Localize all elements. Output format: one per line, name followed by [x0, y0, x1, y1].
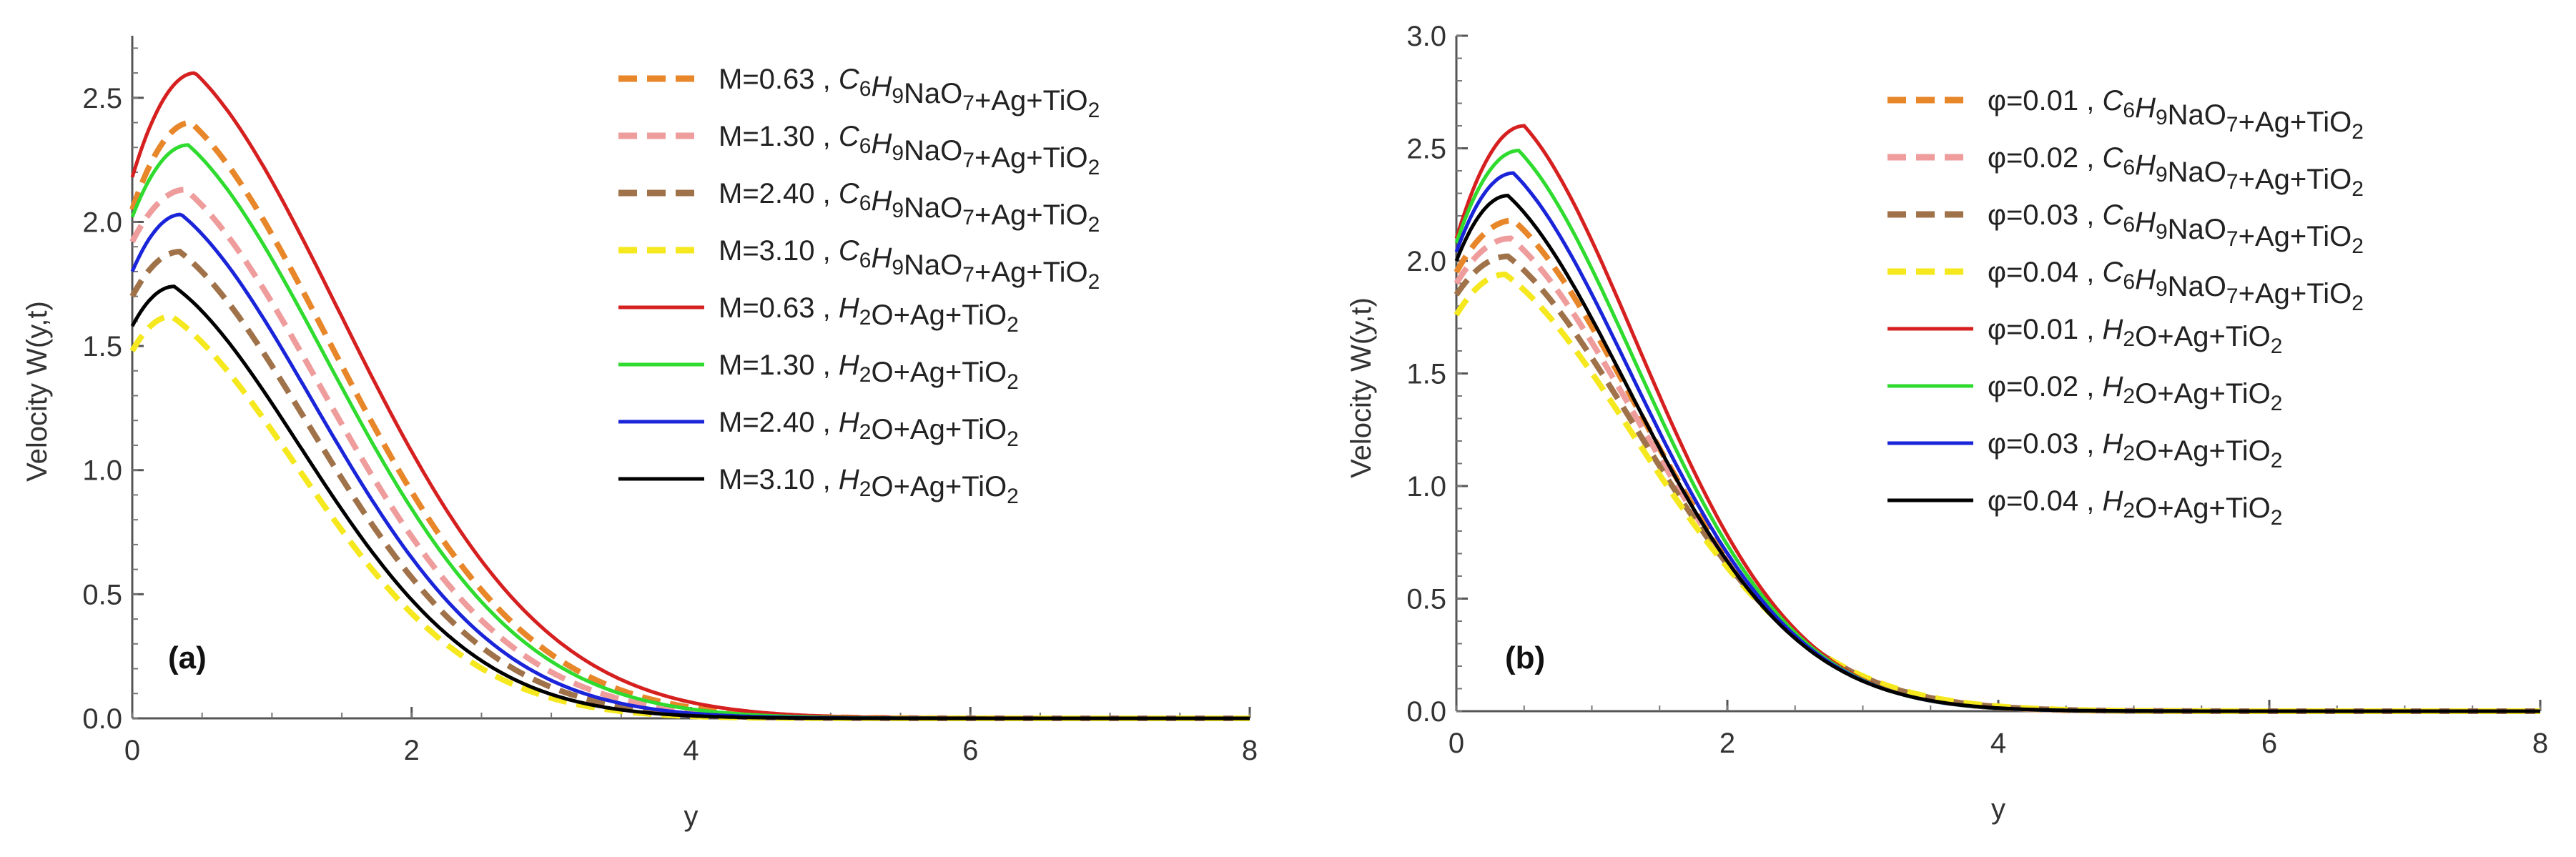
legend-entry: φ=0.01 , C6H9NaO7+Ag+TiO2 — [1988, 85, 2364, 144]
legend-entry: M=0.63 , H2O+Ag+TiO2 — [719, 292, 1019, 337]
legend-entry: φ=0.02 , C6H9NaO7+Ag+TiO2 — [1988, 142, 2364, 201]
y-tick-label: 0.0 — [82, 703, 122, 735]
x-tick-label: 0 — [1449, 728, 1464, 759]
series-line-8 — [1454, 194, 2540, 713]
y-tick-label: 2.0 — [82, 207, 122, 238]
series-line-1 — [129, 119, 1250, 721]
legend-entry: φ=0.03 , H2O+Ag+TiO2 — [1988, 428, 2282, 472]
legend-entry: φ=0.01 , H2O+Ag+TiO2 — [1988, 314, 2282, 358]
y-tick-label: 1.0 — [1406, 471, 1446, 502]
x-tick-label: 2 — [404, 735, 420, 766]
y-axis-title: Velocity W(y,t) — [1346, 297, 1377, 478]
legend-entry: M=2.40 , C6H9NaO7+Ag+TiO2 — [719, 178, 1100, 237]
x-tick-label: 6 — [962, 735, 978, 766]
series-line-3 — [129, 249, 1250, 721]
y-axis-title: Velocity W(y,t) — [21, 301, 53, 482]
x-axis-title: y — [684, 801, 699, 832]
series-line-1 — [1454, 217, 2540, 714]
y-tick-label: 2.0 — [1406, 246, 1446, 277]
x-tick-label: 2 — [1719, 728, 1735, 759]
series-line-2 — [1454, 235, 2540, 714]
x-tick-label: 4 — [683, 735, 699, 766]
x-tick-label: 4 — [1990, 728, 2006, 759]
y-tick-label: 0.0 — [1406, 696, 1446, 728]
y-tick-label: 2.5 — [1406, 134, 1446, 165]
legend-entry: φ=0.04 , C6H9NaO7+Ag+TiO2 — [1988, 257, 2364, 315]
legend-entry: M=2.40 , H2O+Ag+TiO2 — [719, 407, 1019, 451]
y-tick-label: 1.0 — [82, 455, 122, 487]
y-tick-label: 1.5 — [82, 331, 122, 362]
x-tick-label: 6 — [2261, 728, 2277, 759]
panel-a-chart: 0.0 0.5 1.0 1.5 2.0 2.5 0 2 4 6 8 y Velocity W(y,t) M… — [21, 36, 1258, 832]
y-tick-label: 0.5 — [82, 579, 122, 610]
series-line-7 — [130, 212, 1250, 720]
y-tick-label: 1.5 — [1406, 359, 1446, 390]
legend-entry: M=0.63 , C6H9NaO7+Ag+TiO2 — [719, 64, 1100, 122]
legend-entry: φ=0.02 , H2O+Ag+TiO2 — [1988, 371, 2282, 415]
x-tick-label: 8 — [2532, 728, 2548, 759]
panel-label: (a) — [168, 640, 207, 675]
panel-b-chart: 0.0 0.5 1.0 1.5 2.0 2.5 3.0 0 2 4 6 8 y Velocity W(y,… — [1346, 21, 2548, 825]
x-tick-label: 0 — [124, 735, 140, 766]
y-tick-label: 2.5 — [82, 83, 122, 114]
y-tick-label: 3.0 — [1406, 21, 1446, 52]
legend-entry: φ=0.04 , H2O+Ag+TiO2 — [1988, 485, 2282, 530]
series-line-8 — [130, 284, 1250, 720]
legend-entry: M=3.10 , C6H9NaO7+Ag+TiO2 — [719, 235, 1100, 294]
x-axis-title: y — [1991, 793, 2005, 825]
panel-label: (b) — [1505, 640, 1545, 675]
legend-entry: φ=0.03 , C6H9NaO7+Ag+TiO2 — [1988, 199, 2364, 258]
legend-entry: M=1.30 , H2O+Ag+TiO2 — [719, 350, 1019, 394]
y-tick-label: 0.5 — [1406, 584, 1446, 615]
x-tick-label: 8 — [1242, 735, 1258, 766]
legend-entry: M=1.30 , C6H9NaO7+Ag+TiO2 — [719, 121, 1100, 179]
legend-entry: M=3.10 , H2O+Ag+TiO2 — [719, 464, 1019, 508]
